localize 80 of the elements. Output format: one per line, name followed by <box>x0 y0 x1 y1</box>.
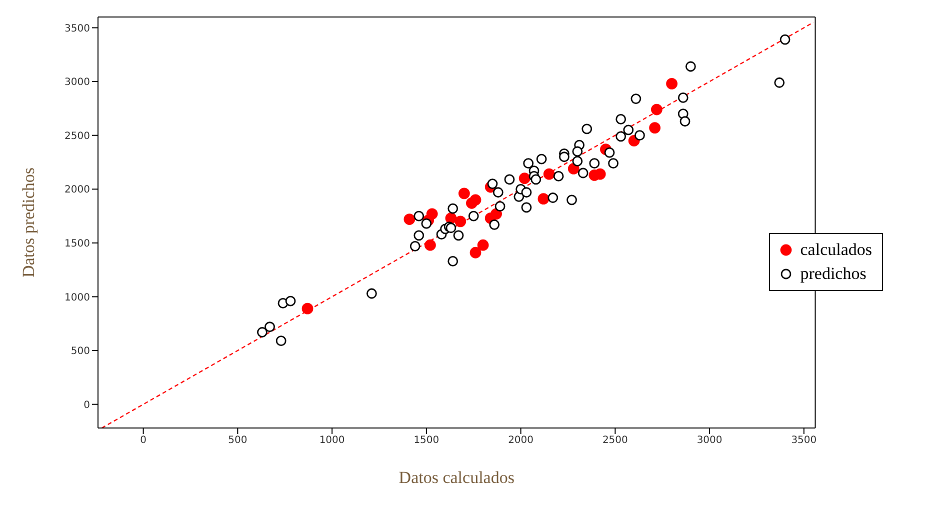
point <box>604 147 615 158</box>
point <box>490 208 502 220</box>
x-tick-label: 3500 <box>791 435 817 446</box>
point <box>680 116 690 127</box>
point <box>566 194 577 206</box>
point <box>572 146 583 157</box>
y-tick-label: 3500 <box>64 23 90 34</box>
y-tick-label: 0 <box>84 400 90 411</box>
point <box>410 240 420 252</box>
point <box>302 302 314 314</box>
point <box>448 256 458 266</box>
y-tick-label: 1000 <box>64 292 90 304</box>
point <box>521 202 532 213</box>
point <box>572 156 583 166</box>
x-tick-label: 3000 <box>696 435 722 446</box>
point <box>634 130 645 141</box>
point <box>414 210 424 222</box>
point <box>678 92 688 103</box>
x-tick-label: 500 <box>228 435 248 446</box>
point <box>630 94 642 104</box>
point <box>616 114 626 124</box>
point <box>568 163 580 174</box>
point <box>518 172 530 184</box>
legend-label: calculados <box>800 239 872 261</box>
point <box>454 216 466 228</box>
x-tick-label: 1500 <box>414 435 440 446</box>
point <box>489 219 500 230</box>
point <box>404 214 416 225</box>
point <box>468 210 479 222</box>
point <box>536 154 547 164</box>
y-tick-label: 3000 <box>64 77 90 88</box>
y-axis-title: Datos predichos <box>19 167 38 278</box>
point <box>458 188 470 200</box>
point <box>530 174 542 185</box>
y-tick-label: 2500 <box>64 130 90 142</box>
point <box>421 218 432 229</box>
x-tick-label: 1000 <box>319 435 345 446</box>
point <box>366 288 377 299</box>
point <box>285 296 296 306</box>
point <box>521 187 532 198</box>
point <box>504 174 515 185</box>
point <box>553 171 564 182</box>
point <box>543 168 555 180</box>
point <box>559 152 570 162</box>
point <box>623 124 634 136</box>
y-tick-label: 500 <box>70 346 90 358</box>
point <box>774 77 785 88</box>
point <box>780 34 790 45</box>
point <box>589 158 600 169</box>
point <box>453 230 464 241</box>
point <box>582 124 592 134</box>
point <box>494 201 506 212</box>
y-tick-label: 1500 <box>64 238 90 250</box>
point <box>257 327 268 338</box>
y-tick-label: 2000 <box>64 184 90 196</box>
point <box>548 192 558 203</box>
point <box>276 336 286 346</box>
point <box>685 61 696 72</box>
x-axis-title: Datos calculados <box>398 468 514 487</box>
point <box>649 122 661 134</box>
point <box>523 158 534 169</box>
point <box>477 239 489 251</box>
point <box>666 78 678 90</box>
point <box>538 193 550 205</box>
point <box>616 131 626 142</box>
point <box>608 158 618 169</box>
legend-label: predichos <box>800 263 866 285</box>
x-tick-label: 0 <box>140 435 146 446</box>
point <box>492 187 504 198</box>
point <box>424 239 436 251</box>
point <box>448 203 458 214</box>
point <box>470 246 482 258</box>
x-tick-label: 2500 <box>602 435 628 446</box>
point <box>414 230 424 241</box>
point <box>264 322 275 332</box>
point <box>651 104 662 116</box>
x-tick-label: 2000 <box>508 435 534 446</box>
point <box>578 168 588 178</box>
point <box>470 194 482 206</box>
point <box>487 178 498 189</box>
